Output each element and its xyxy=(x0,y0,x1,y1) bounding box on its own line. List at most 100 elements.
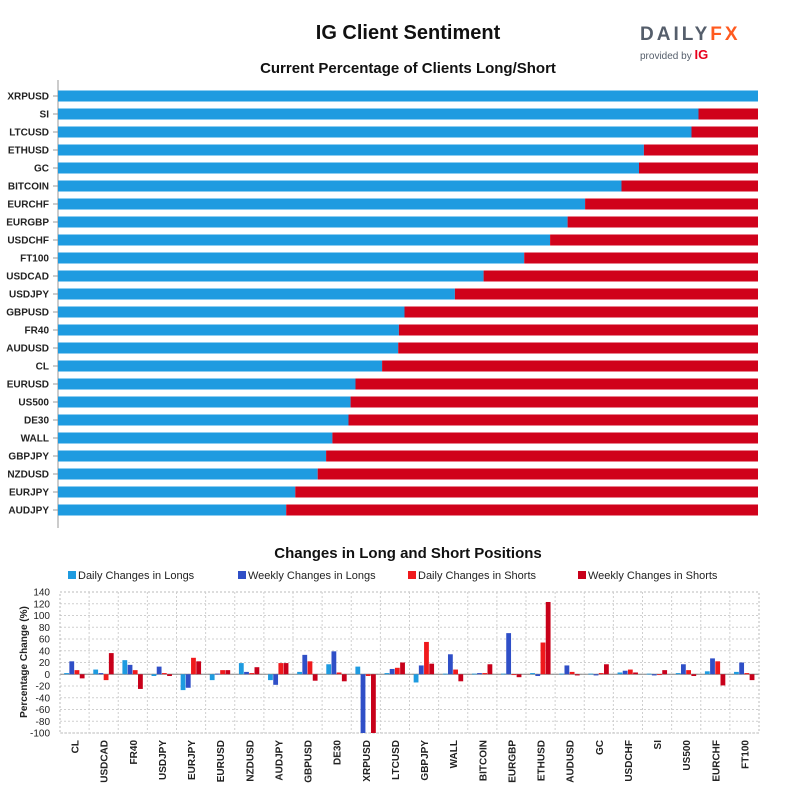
short-bar xyxy=(398,342,758,354)
y-tick-label: 60 xyxy=(39,635,51,646)
change-bar xyxy=(429,663,435,675)
change-bar xyxy=(389,668,395,675)
y-tick-label: 0 xyxy=(44,670,50,681)
change-bar xyxy=(680,664,686,675)
change-bar xyxy=(657,674,662,676)
change-bar xyxy=(535,674,541,677)
long-bar xyxy=(58,288,455,300)
logo-provided-by: provided by IG xyxy=(640,47,750,62)
change-bar xyxy=(273,674,279,685)
short-bar xyxy=(348,414,758,426)
change-bar xyxy=(593,674,599,676)
y-tick-label: EURGBP xyxy=(6,218,49,229)
change-bar xyxy=(501,673,506,675)
change-bar xyxy=(225,670,231,675)
long-bar xyxy=(58,234,551,246)
y-tick-label: USDJPY xyxy=(9,290,49,301)
short-bar xyxy=(286,504,758,516)
change-bar xyxy=(254,667,260,675)
change-bar xyxy=(371,674,376,733)
logo-ig: IG xyxy=(694,47,709,62)
long-bar xyxy=(58,324,399,336)
change-bar xyxy=(511,674,517,676)
long-bar xyxy=(58,216,568,228)
change-bar xyxy=(482,673,488,675)
change-bar xyxy=(394,667,400,675)
change-bar xyxy=(710,658,715,675)
change-bar xyxy=(69,661,75,675)
legend-label: Daily Changes in Shorts xyxy=(418,570,537,582)
change-bar xyxy=(151,674,157,677)
y-tick-label: EURCHF xyxy=(7,200,49,211)
long-bar xyxy=(58,270,484,282)
x-tick-label: GBPUSD xyxy=(304,740,315,783)
x-tick-label: NZDUSD xyxy=(245,740,256,782)
change-bar xyxy=(312,674,318,681)
legend-swatch xyxy=(68,571,76,579)
short-bar xyxy=(295,486,758,498)
short-bar xyxy=(567,216,758,228)
y-tick-label: XRPUSD xyxy=(7,92,49,103)
change-bar xyxy=(633,672,638,675)
x-tick-label: FT100 xyxy=(740,740,751,769)
long-bar xyxy=(58,486,296,498)
long-bar xyxy=(58,144,644,156)
long-bar xyxy=(58,414,349,426)
legend-label: Weekly Changes in Longs xyxy=(248,570,376,582)
change-bar xyxy=(662,670,668,675)
x-tick-label: AUDUSD xyxy=(566,740,577,783)
change-bar xyxy=(326,664,332,675)
chart-title: IG Client Sentiment xyxy=(315,22,501,44)
change-bar xyxy=(336,672,342,675)
x-tick-label: USDCHF xyxy=(624,740,635,782)
y-tick-label: DE30 xyxy=(24,416,49,427)
long-bar xyxy=(58,360,383,372)
x-tick-label: USDJPY xyxy=(158,740,169,780)
y-tick-label: -100 xyxy=(30,729,50,740)
change-bar xyxy=(559,673,565,675)
change-bar xyxy=(418,665,424,675)
short-bar xyxy=(404,306,758,318)
short-bar xyxy=(326,450,758,462)
change-bar xyxy=(103,674,109,681)
x-tick-label: AUDJPY xyxy=(274,740,285,781)
long-bar xyxy=(58,504,287,516)
sentiment-chart-title: Current Percentage of Clients Long/Short xyxy=(260,60,556,77)
long-bar xyxy=(58,450,327,462)
change-bar xyxy=(691,674,697,677)
long-bar xyxy=(58,342,399,354)
change-bar xyxy=(477,673,482,675)
change-bar xyxy=(749,674,755,681)
x-tick-label: GBPJPY xyxy=(420,740,431,781)
x-tick-label: US500 xyxy=(682,740,693,771)
change-bar xyxy=(156,666,162,675)
y-tick-label: USDCAD xyxy=(6,272,49,283)
logo-provided-text: provided by xyxy=(640,51,692,62)
long-bar xyxy=(58,126,692,138)
change-bar xyxy=(384,673,390,675)
x-tick-label: BITCOIN xyxy=(478,740,489,781)
change-bar xyxy=(302,654,308,675)
change-bar xyxy=(93,669,99,675)
change-bar xyxy=(355,666,361,675)
legend-label: Daily Changes in Longs xyxy=(78,570,195,582)
short-bar xyxy=(639,162,758,174)
change-bar xyxy=(283,663,289,675)
change-bar xyxy=(651,674,657,676)
y-tick-label: GC xyxy=(34,164,49,175)
short-bar xyxy=(550,234,758,246)
change-bar xyxy=(617,672,623,675)
x-tick-label: ETHUSD xyxy=(537,740,548,781)
logo-fx: FX xyxy=(710,24,741,45)
y-tick-label: AUDJPY xyxy=(8,506,49,517)
long-bar xyxy=(58,90,758,102)
y-tick-label: EURJPY xyxy=(9,488,49,499)
changes-chart-title: Changes in Long and Short Positions xyxy=(274,545,542,562)
long-bar xyxy=(58,108,699,120)
change-bar xyxy=(64,673,69,675)
long-bar xyxy=(58,162,639,174)
short-bar xyxy=(355,378,758,390)
y-tick-label: 20 xyxy=(39,658,51,669)
x-tick-label: GC xyxy=(595,740,606,755)
